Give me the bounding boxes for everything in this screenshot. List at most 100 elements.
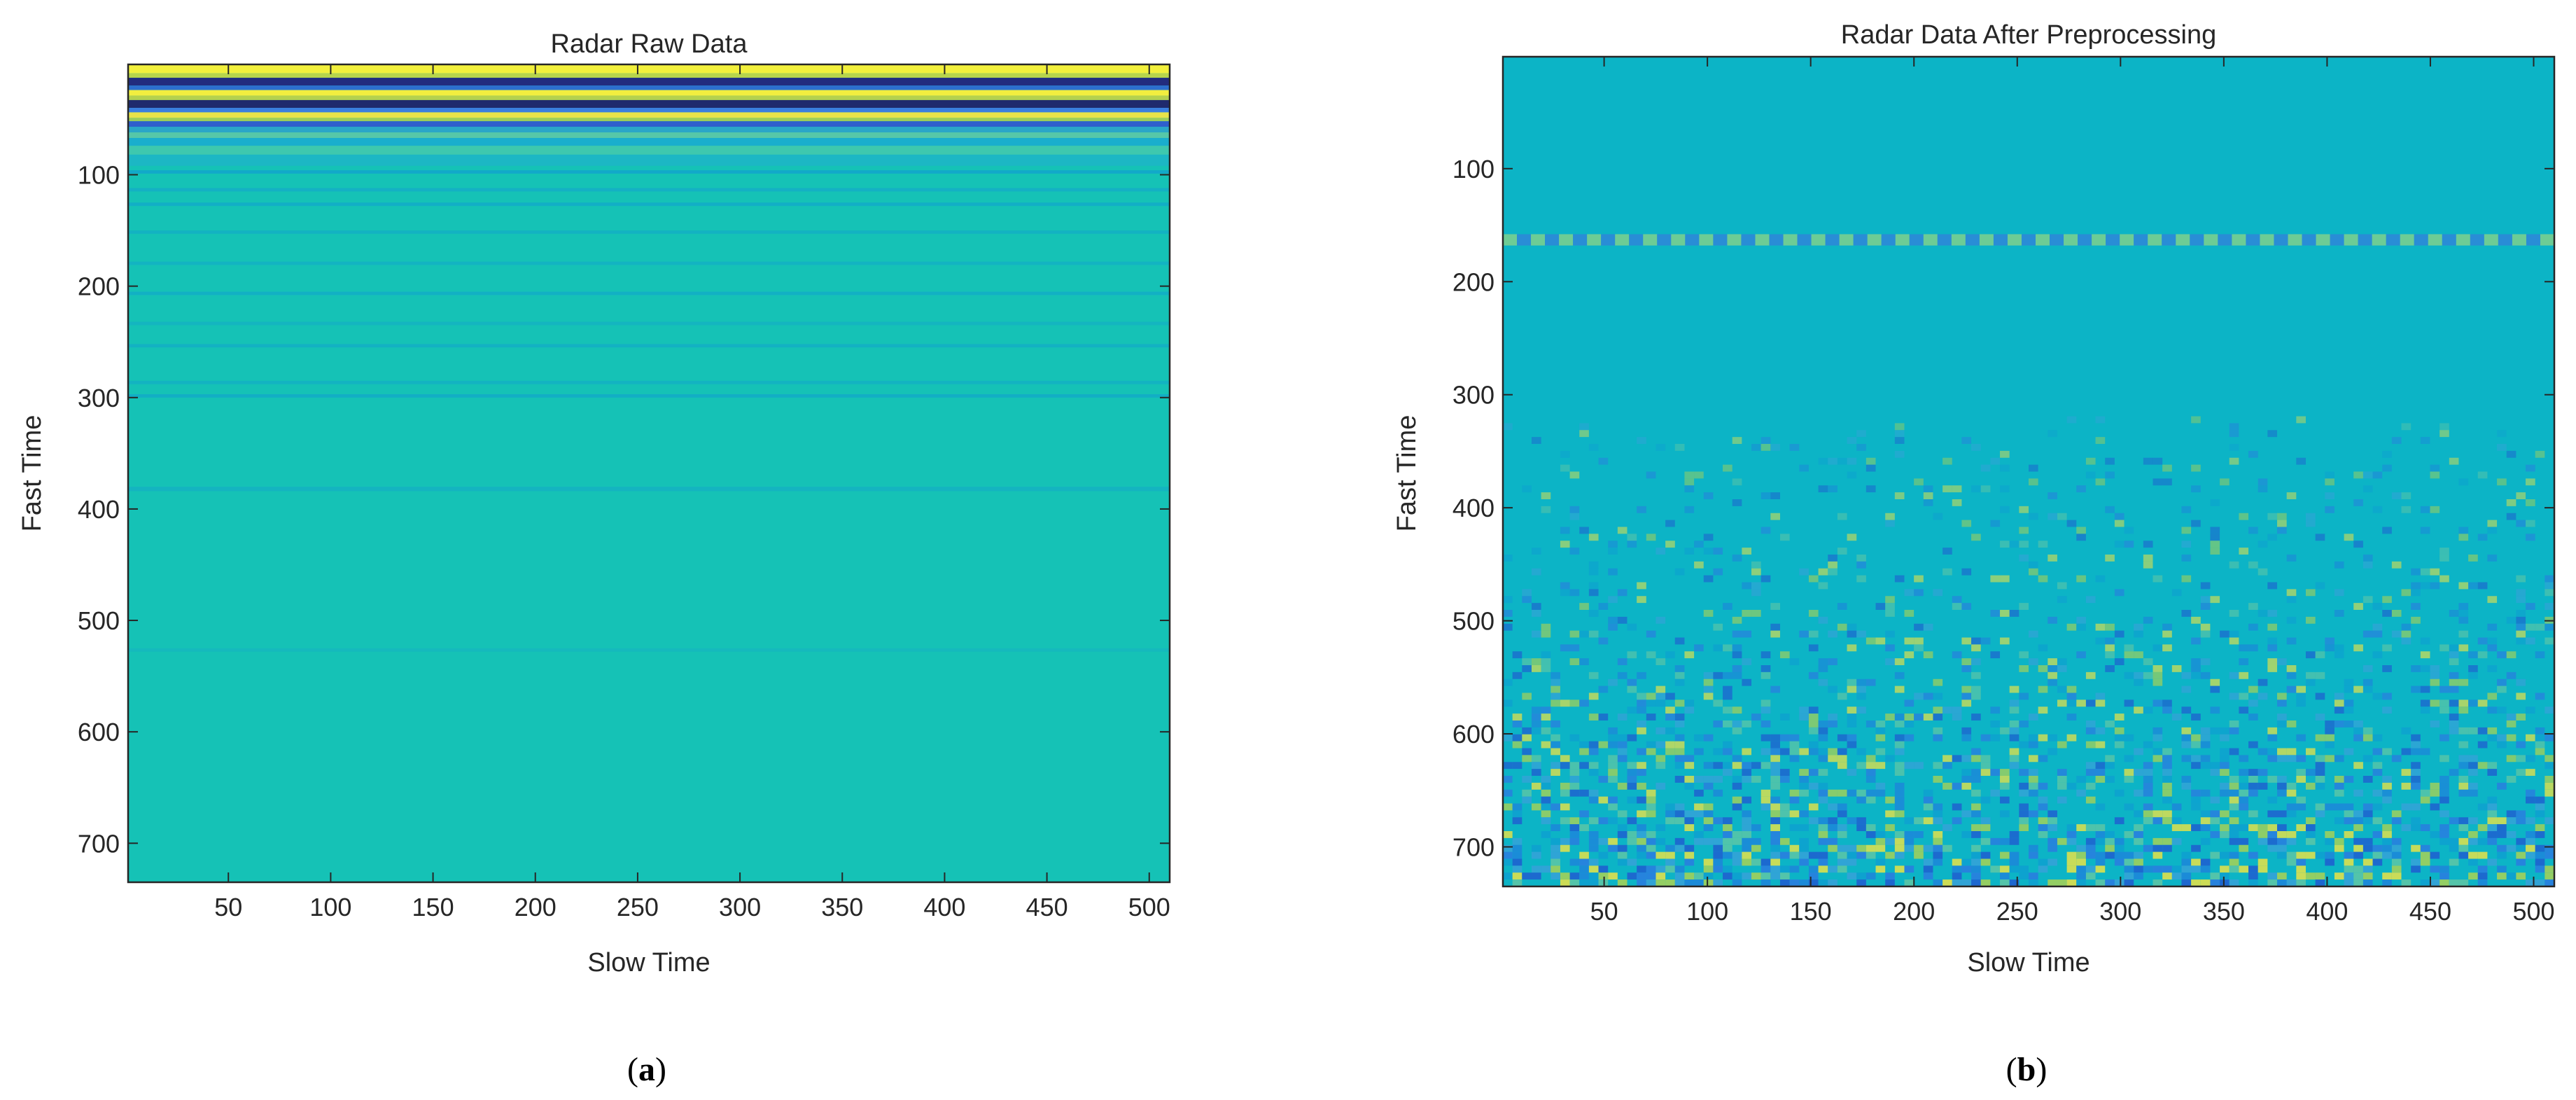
- noise-cell: [1980, 769, 1991, 776]
- noise-cell: [1875, 762, 1886, 770]
- noise-cell: [1617, 527, 1628, 534]
- noise-cell: [2325, 492, 2334, 499]
- noise-cell: [2191, 485, 2201, 493]
- noise-cell: [2210, 541, 2220, 548]
- noise-cell: [2296, 872, 2306, 880]
- noise-cell: [1933, 837, 1943, 845]
- noise-cell: [2000, 464, 2010, 472]
- noise-cell: [1694, 810, 1704, 818]
- noise-cell: [1703, 678, 1714, 686]
- noise-cell: [1942, 706, 1952, 714]
- noise-cell: [1550, 858, 1560, 866]
- noise-cell: [2200, 817, 2211, 825]
- noise-cell: [2468, 817, 2478, 825]
- noise-cell: [1646, 851, 1656, 859]
- noise-cell: [1703, 782, 1714, 790]
- noise-cell: [1818, 755, 1828, 763]
- noise-cell: [2487, 837, 2498, 845]
- noise-cell: [2248, 623, 2258, 631]
- noise-cell: [2124, 644, 2134, 652]
- noise-cell: [2315, 769, 2325, 776]
- noise-cell: [1865, 844, 1876, 852]
- noise-cell: [2085, 844, 2096, 852]
- noise-cell: [2487, 824, 2498, 831]
- noise-cell: [1818, 665, 1828, 672]
- noise-cell: [2411, 817, 2421, 825]
- noise-cell: [1770, 444, 1780, 451]
- noise-cell: [2305, 520, 2316, 527]
- noise-cell: [2038, 803, 2048, 811]
- bright-band-cell: [2540, 234, 2554, 246]
- noise-cell: [2277, 520, 2287, 527]
- noise-cell: [2372, 623, 2383, 631]
- chart-panel-b: 50 100 150 200 250 300 350 400 450 500 1002003004…: [1392, 20, 2556, 1088]
- noise-cell: [1684, 755, 1695, 763]
- bright-band-cell: [1741, 234, 1756, 246]
- noise-cell: [1818, 616, 1828, 624]
- noise-cell: [2487, 665, 2498, 672]
- noise-cell: [1894, 741, 1905, 749]
- noise-cell: [1933, 810, 1943, 818]
- noise-cell: [1541, 776, 1551, 783]
- noise-cell: [2535, 692, 2545, 700]
- noise-cell: [2191, 416, 2201, 424]
- noise-cell: [1847, 685, 1857, 693]
- noise-cell: [1923, 499, 1933, 506]
- noise-cell: [1990, 575, 2001, 583]
- noise-cell: [2334, 789, 2344, 797]
- noise-cell: [2277, 824, 2287, 831]
- noise-cell: [1837, 789, 1847, 797]
- noise-cell: [1952, 803, 1962, 811]
- noise-cell: [1952, 596, 1962, 604]
- noise-cell: [2229, 430, 2239, 438]
- noise-cell: [2134, 706, 2143, 714]
- bright-band-cell: [1671, 234, 1686, 246]
- noise-cell: [2162, 837, 2172, 845]
- noise-cell: [2220, 810, 2230, 818]
- noise-cell: [2315, 692, 2325, 700]
- noise-cell: [2239, 844, 2249, 852]
- noise-cell: [2468, 837, 2478, 845]
- noise-cell: [1885, 837, 1895, 845]
- noise-cell: [1684, 706, 1695, 714]
- noise-cell: [2000, 610, 2010, 617]
- noise-cell: [1847, 534, 1857, 541]
- noise-cell: [1674, 665, 1685, 672]
- noise-cell: [2477, 699, 2488, 707]
- noise-cell: [1799, 748, 1809, 756]
- noise-cell: [1990, 865, 2001, 873]
- noise-cell: [1512, 741, 1522, 749]
- noise-cell: [2019, 782, 2029, 790]
- noise-cell: [1627, 831, 1637, 838]
- noise-cell: [1952, 485, 1962, 493]
- noise-cell: [1847, 858, 1857, 866]
- noise-cell: [2191, 844, 2201, 852]
- noise-cell: [2095, 575, 2106, 583]
- bright-band-cell: [2232, 234, 2246, 246]
- noise-cell: [1885, 603, 1895, 610]
- bright-band-cell: [2414, 234, 2428, 246]
- noise-cell: [1646, 844, 1656, 852]
- noise-cell: [2411, 865, 2421, 873]
- noise-cell: [2334, 561, 2344, 569]
- noise-cell: [2029, 769, 2038, 776]
- noise-cell: [2267, 637, 2278, 645]
- noise-cell: [1742, 630, 1752, 638]
- noise-cell: [2066, 713, 2077, 720]
- noise-cell: [1971, 713, 1981, 720]
- noise-cell: [1942, 879, 1952, 886]
- noise-cell: [1732, 851, 1742, 859]
- bright-band-cell: [2358, 234, 2372, 246]
- chart-a-xlabel: Slow Time: [587, 948, 710, 977]
- noise-cell: [1732, 706, 1742, 714]
- noise-cell: [1885, 810, 1895, 818]
- noise-cell: [2152, 734, 2163, 742]
- noise-cell: [2497, 872, 2507, 880]
- noise-cell: [1837, 824, 1847, 831]
- noise-cell: [2458, 782, 2469, 790]
- noise-cell: [1828, 658, 1837, 665]
- noise-cell: [2038, 831, 2048, 838]
- heatmap-band: [128, 344, 1170, 348]
- noise-cell: [1541, 630, 1551, 638]
- noise-cell: [2411, 734, 2421, 742]
